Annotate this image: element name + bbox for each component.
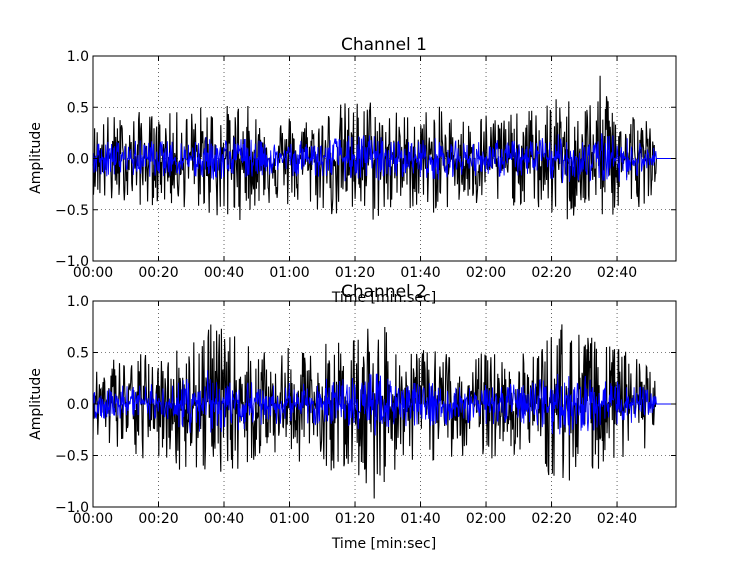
x-tick-label: 02:40 xyxy=(597,265,637,281)
y-tick-label: −1.0 xyxy=(55,500,89,516)
waveform-series-black xyxy=(92,75,676,221)
channel-1-subplot: Channel 1 Amplitude Time [min:sec] 00:00… xyxy=(28,35,677,306)
y-tick-label: 0.5 xyxy=(67,100,89,116)
channel-2-xlabel: Time [min:sec] xyxy=(331,536,436,552)
y-tick-label: −0.5 xyxy=(55,203,89,219)
channel-2-plot-area: 00:00 00:20 00:40 01:00 01:20 01:40 02:00 02:20… xyxy=(55,294,677,527)
x-tick-label: 02:40 xyxy=(597,511,637,527)
x-tick-label: 01:40 xyxy=(400,265,440,281)
y-tick-label: 1.0 xyxy=(67,49,89,65)
x-tick-label: 02:00 xyxy=(466,265,506,281)
waveform-series-blue xyxy=(92,370,676,436)
y-tick-label: 0.0 xyxy=(67,152,89,168)
y-tick-label: 0.5 xyxy=(67,346,89,362)
x-tick-label: 01:20 xyxy=(335,265,375,281)
x-tick-label: 00:40 xyxy=(204,265,244,281)
y-tick-label: −0.5 xyxy=(55,449,89,465)
channel-1-xlabel: Time [min:sec] xyxy=(331,290,436,306)
x-tick-label: 00:20 xyxy=(138,511,178,527)
x-tick-label: 01:00 xyxy=(269,511,309,527)
x-tick-label: 01:20 xyxy=(335,511,375,527)
x-tick-label: 00:20 xyxy=(138,265,178,281)
channel-2-ylabel: Amplitude xyxy=(28,368,44,440)
channel-2-title: Channel 2 xyxy=(341,282,427,302)
y-tick-label: −1.0 xyxy=(55,254,89,270)
x-tick-label: 01:40 xyxy=(400,511,440,527)
x-tick-label: 02:20 xyxy=(531,511,571,527)
waveform-series-blue xyxy=(92,133,676,184)
x-tick-label: 00:40 xyxy=(204,511,244,527)
x-tick-label: 01:00 xyxy=(269,265,309,281)
channel-2-subplot: Channel 2 Amplitude Time [min:sec] 00:00… xyxy=(28,282,677,552)
channel-1-plot-area: 00:00 00:20 00:40 01:00 01:20 01:40 02:00 02:20… xyxy=(55,49,677,281)
x-tick-label: 02:20 xyxy=(531,265,571,281)
x-tick-label: 00:00 xyxy=(73,511,113,527)
x-tick-label: 02:00 xyxy=(466,511,506,527)
channel-1-ylabel: Amplitude xyxy=(28,122,44,194)
y-tick-label: 0.0 xyxy=(67,397,89,413)
y-tick-label: 1.0 xyxy=(67,294,89,310)
x-tick-label: 00:00 xyxy=(73,265,113,281)
channel-1-title: Channel 1 xyxy=(341,35,427,55)
